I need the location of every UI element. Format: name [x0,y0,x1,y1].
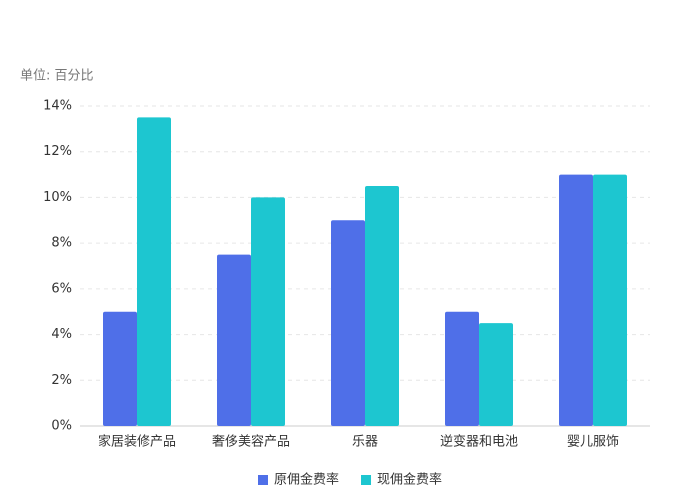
bar [445,311,479,426]
legend-label: 现佣金费率 [377,472,442,488]
legend-swatch [258,475,268,485]
bar [479,323,513,426]
y-tick-label: 14% [43,99,72,114]
bar [137,117,171,426]
bar [331,220,365,426]
bar [251,197,285,426]
x-tick-label: 家居装修产品 [98,434,176,450]
bar [593,174,627,426]
x-tick-label: 婴儿服饰 [567,435,619,450]
x-tick-label: 逆变器和电池 [440,434,518,450]
bar [217,254,251,426]
x-tick-label: 奢侈美容产品 [212,434,290,450]
x-tick-label: 乐器 [352,435,378,450]
legend-label: 原佣金费率 [274,472,339,488]
y-tick-label: 12% [43,144,72,159]
y-tick-label: 6% [51,281,72,296]
bar [365,186,399,426]
bar [559,174,593,426]
y-tick-label: 4% [51,327,72,342]
y-tick-label: 2% [51,373,72,388]
y-tick-label: 8% [51,236,72,251]
legend-swatch [361,475,372,485]
y-tick-label: 0% [51,419,72,434]
y-axis-label: 单位: 百分比 [20,69,94,84]
bar [103,311,137,426]
y-tick-label: 10% [43,190,72,205]
